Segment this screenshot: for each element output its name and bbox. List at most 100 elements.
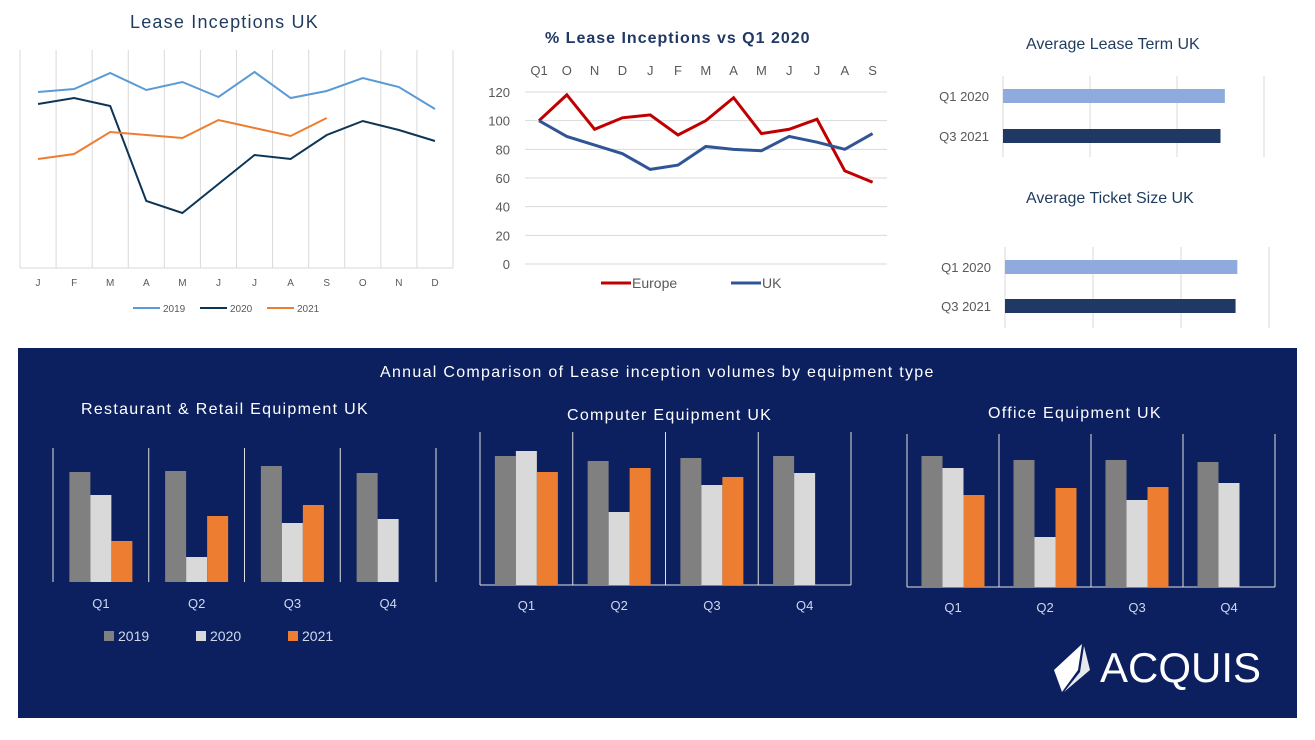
category-label: Q3 2021	[941, 299, 991, 314]
series-line-2021	[37, 117, 328, 160]
x-tick-label: A	[840, 63, 849, 78]
x-tick-label: S	[868, 63, 877, 78]
acquis-logo: ACQUIS	[1054, 644, 1261, 692]
x-tick-label: Q3	[284, 596, 301, 611]
x-tick-label: J	[36, 278, 41, 289]
bar-Q4-2020	[1218, 483, 1240, 587]
panel-title: Annual Comparison of Lease inception vol…	[380, 364, 935, 381]
bar-Q1-2021	[111, 541, 133, 582]
bar-Q2-2019	[1013, 460, 1035, 587]
bar-Q1-2019	[69, 472, 91, 582]
bar-Q4-2019	[356, 473, 378, 582]
bar-Q1-2020	[515, 451, 537, 585]
bar-Q4-2019	[773, 456, 795, 585]
legend-label-2020: 2020	[210, 628, 241, 644]
bar-Q2-2020	[186, 557, 208, 582]
x-tick-label: O	[359, 278, 367, 289]
x-tick-label: Q4	[796, 598, 813, 613]
legend-swatch-2021	[288, 631, 298, 641]
bar-Q2-2021	[207, 516, 229, 582]
x-tick-label: Q4	[1220, 600, 1237, 615]
x-tick-label: O	[562, 63, 572, 78]
x-tick-label: A	[287, 278, 294, 289]
bar-Q4-2020	[377, 519, 399, 582]
x-tick-label: J	[647, 63, 654, 78]
legend-swatch-2019	[104, 631, 114, 641]
y-tick-label: 100	[488, 114, 510, 129]
bar-Q1-2021	[963, 495, 985, 587]
series-line-2019	[37, 70, 436, 110]
legend-label-2019: 2019	[118, 628, 149, 644]
legend-label-Europe: Europe	[632, 275, 677, 291]
series-line-2020	[37, 96, 436, 215]
bar-Q2-2019	[587, 461, 609, 585]
category-label: Q1 2020	[941, 260, 991, 275]
bar-Q2-2019	[165, 471, 187, 582]
x-tick-label: J	[786, 63, 793, 78]
x-tick-label: F	[71, 278, 77, 289]
x-tick-label: J	[814, 63, 821, 78]
x-tick-label: Q4	[379, 596, 396, 611]
bar-Q3-2020	[701, 485, 723, 585]
bar-Q3-2021	[1147, 487, 1169, 587]
x-tick-label: Q3	[703, 598, 720, 613]
x-tick-label: Q2	[1036, 600, 1053, 615]
series-line-UK	[538, 119, 874, 171]
chart-title-avg-ticket-size: Average Ticket Size UK	[1026, 190, 1194, 207]
chart-title-computer: Computer Equipment UK	[567, 407, 773, 424]
x-tick-label: D	[618, 63, 627, 78]
x-tick-label: Q3	[1128, 600, 1145, 615]
y-tick-label: 0	[503, 257, 510, 272]
chart-title-pct-vs-q1: % Lease Inceptions vs Q1 2020	[545, 30, 811, 47]
bar-Q1-2020	[1005, 260, 1238, 274]
x-tick-label: A	[729, 63, 738, 78]
bar-Q3-2021	[722, 477, 744, 585]
y-tick-label: 80	[496, 142, 510, 157]
legend-label-2020: 2020	[230, 304, 253, 315]
bar-Q3-2020	[281, 523, 303, 582]
bar-Q2-2021	[1055, 488, 1077, 587]
x-tick-label: N	[590, 63, 599, 78]
y-tick-label: 60	[496, 171, 510, 186]
x-tick-label: A	[143, 278, 150, 289]
bar-Q3-2019	[680, 458, 702, 585]
bar-Q1-2020	[90, 495, 112, 582]
x-tick-label: J	[252, 278, 257, 289]
bar-Q3-2019	[1105, 460, 1127, 587]
bar-Q4-2020	[794, 473, 816, 585]
x-tick-label: M	[106, 278, 114, 289]
bar-Q2-2021	[629, 468, 651, 585]
chart-title-restaurant-retail: Restaurant & Retail Equipment UK	[81, 401, 369, 418]
legend-label-2019: 2019	[163, 304, 186, 315]
chart-title-avg-lease-term: Average Lease Term UK	[1026, 36, 1200, 53]
x-tick-label: M	[756, 63, 767, 78]
series-line-Europe	[537, 92, 874, 184]
x-tick-label: Q2	[610, 598, 627, 613]
bar-Q1-2020	[1003, 89, 1225, 103]
legend-label-UK: UK	[762, 275, 782, 291]
bar-Q2-2020	[608, 512, 630, 585]
bar-Q1-2020	[942, 468, 964, 587]
logo-text: ACQUIS	[1100, 644, 1261, 691]
x-tick-label: D	[431, 278, 438, 289]
category-label: Q3 2021	[939, 129, 989, 144]
x-tick-label: Q1	[518, 598, 535, 613]
bar-Q1-2021	[536, 472, 558, 585]
logo-mark-icon-part	[1064, 646, 1090, 692]
x-tick-label: S	[323, 278, 330, 289]
x-tick-label: M	[700, 63, 711, 78]
bar-Q4-2019	[1197, 462, 1219, 587]
bar-Q1-2019	[921, 456, 943, 587]
bar-Q3-2021	[1005, 299, 1236, 313]
logo-mark-icon	[1054, 644, 1082, 692]
y-tick-label: 20	[496, 228, 510, 243]
x-tick-label: Q2	[188, 596, 205, 611]
legend-label-2021: 2021	[302, 628, 333, 644]
y-tick-label: 40	[496, 200, 510, 215]
bar-Q1-2019	[494, 456, 516, 585]
x-tick-label: Q1	[92, 596, 109, 611]
bar-Q3-2020	[1126, 500, 1148, 587]
x-tick-label: F	[674, 63, 682, 78]
x-tick-label: M	[178, 278, 186, 289]
bar-Q3-2021	[302, 505, 324, 582]
